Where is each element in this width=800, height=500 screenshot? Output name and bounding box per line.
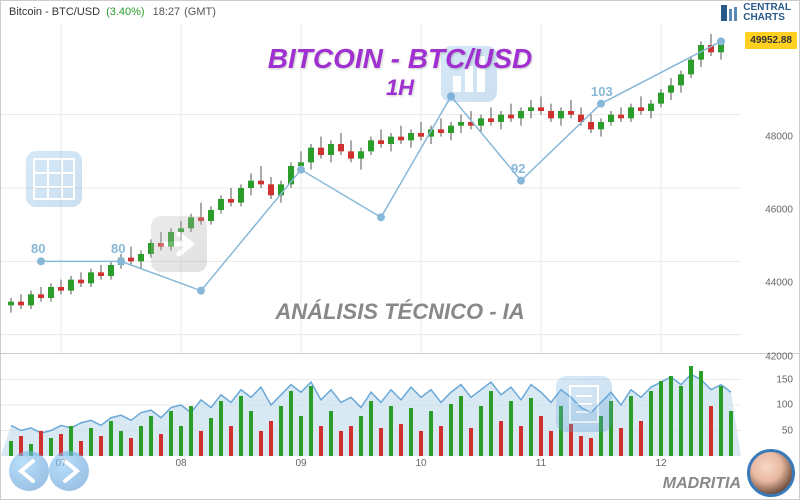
- x-tick-label: 12: [655, 458, 666, 469]
- logo-line2: CHARTS: [743, 13, 791, 23]
- tz-label: (GMT): [184, 6, 216, 18]
- watermark-grid-icon: [26, 151, 82, 207]
- current-price-tag: 49952.88: [745, 32, 797, 49]
- user-label: MADRITIA: [663, 475, 741, 493]
- chart-container: Bitcoin - BTC/USD (3.40%) 18:27 (GMT) CE…: [0, 0, 800, 500]
- overlay-point-label: 92: [511, 161, 525, 176]
- chart-title-overlay: BITCOIN - BTC/USD 1H: [268, 43, 532, 101]
- pct-change: (3.40%): [106, 6, 145, 18]
- y-tick-label: 48000: [765, 131, 793, 142]
- back-button[interactable]: [9, 451, 49, 491]
- x-tick-label: 10: [415, 458, 426, 469]
- y-tick-label: 42000: [765, 351, 793, 362]
- chart-subtitle: ANÁLISIS TÉCNICO - IA: [275, 299, 524, 325]
- overlay-point-label: 103: [591, 84, 613, 99]
- brand-logo: CENTRAL CHARTS: [719, 3, 791, 23]
- x-tick-label: 08: [175, 458, 186, 469]
- symbol-label: Bitcoin - BTC/USD: [9, 6, 100, 18]
- watermark-doc-icon: [556, 376, 612, 432]
- chart-title: BITCOIN - BTC/USD: [268, 43, 532, 75]
- user-avatar[interactable]: [747, 449, 795, 497]
- indicator-area[interactable]: 50100150 070809101112: [1, 353, 799, 471]
- chart-timeframe: 1H: [268, 75, 532, 101]
- x-axis: 070809101112: [1, 455, 799, 471]
- x-tick-label: 09: [295, 458, 306, 469]
- ind-y-tick-label: 150: [776, 374, 793, 385]
- ind-y-tick-label: 100: [776, 400, 793, 411]
- y-tick-label: 44000: [765, 278, 793, 289]
- forward-button[interactable]: [49, 451, 89, 491]
- watermark-arrow-icon: [151, 216, 207, 272]
- ind-y-tick-label: 50: [782, 425, 793, 436]
- chart-header: Bitcoin - BTC/USD (3.40%) 18:27 (GMT): [1, 1, 799, 23]
- logo-icon: [719, 3, 739, 23]
- overlay-point-label: 80: [111, 241, 125, 256]
- overlay-point-label: 80: [31, 241, 45, 256]
- time-label: 18:27: [153, 6, 181, 18]
- y-tick-label: 46000: [765, 205, 793, 216]
- x-tick-label: 11: [536, 458, 546, 469]
